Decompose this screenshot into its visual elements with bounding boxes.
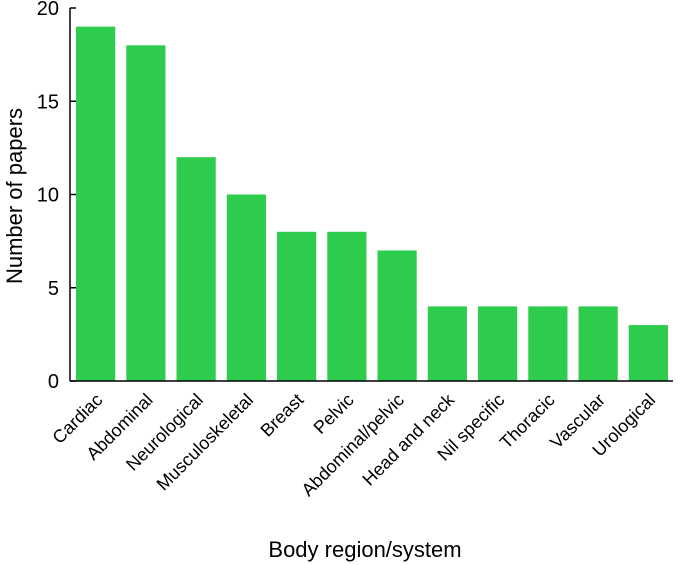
x-tick-label: Pelvic — [310, 390, 358, 438]
bar-abdominal — [126, 45, 166, 382]
bar-cardiac — [76, 26, 116, 382]
bar-musculoskeletal — [226, 194, 266, 381]
bar-neurological — [176, 157, 216, 381]
bar-head-and-neck — [427, 306, 467, 381]
bar-breast — [277, 231, 317, 381]
y-tick-label: 20 — [37, 0, 59, 20]
y-axis-ticks: 0 5 10 15 20 — [37, 0, 76, 393]
bar-pelvic — [327, 231, 367, 381]
bar-nil-specific — [478, 306, 518, 381]
bar-thoracic — [528, 306, 568, 381]
x-axis-tick-labels: CardiacAbdominalNeurologicalMusculoskele… — [48, 389, 659, 500]
y-tick-label: 5 — [48, 278, 59, 300]
y-axis-title: Number of papers — [2, 108, 27, 284]
x-tick-label: Thoracic — [496, 390, 559, 453]
y-tick-label: 10 — [37, 185, 59, 207]
y-tick-label: 0 — [48, 371, 59, 393]
y-tick-label: 15 — [37, 91, 59, 113]
x-axis-title: Body region/system — [268, 537, 461, 562]
bar-abdominal-pelvic — [377, 250, 417, 381]
bar-vascular — [578, 306, 618, 381]
bar-urological — [628, 325, 668, 381]
x-tick-label: Breast — [257, 390, 308, 441]
bars-group — [76, 26, 668, 382]
